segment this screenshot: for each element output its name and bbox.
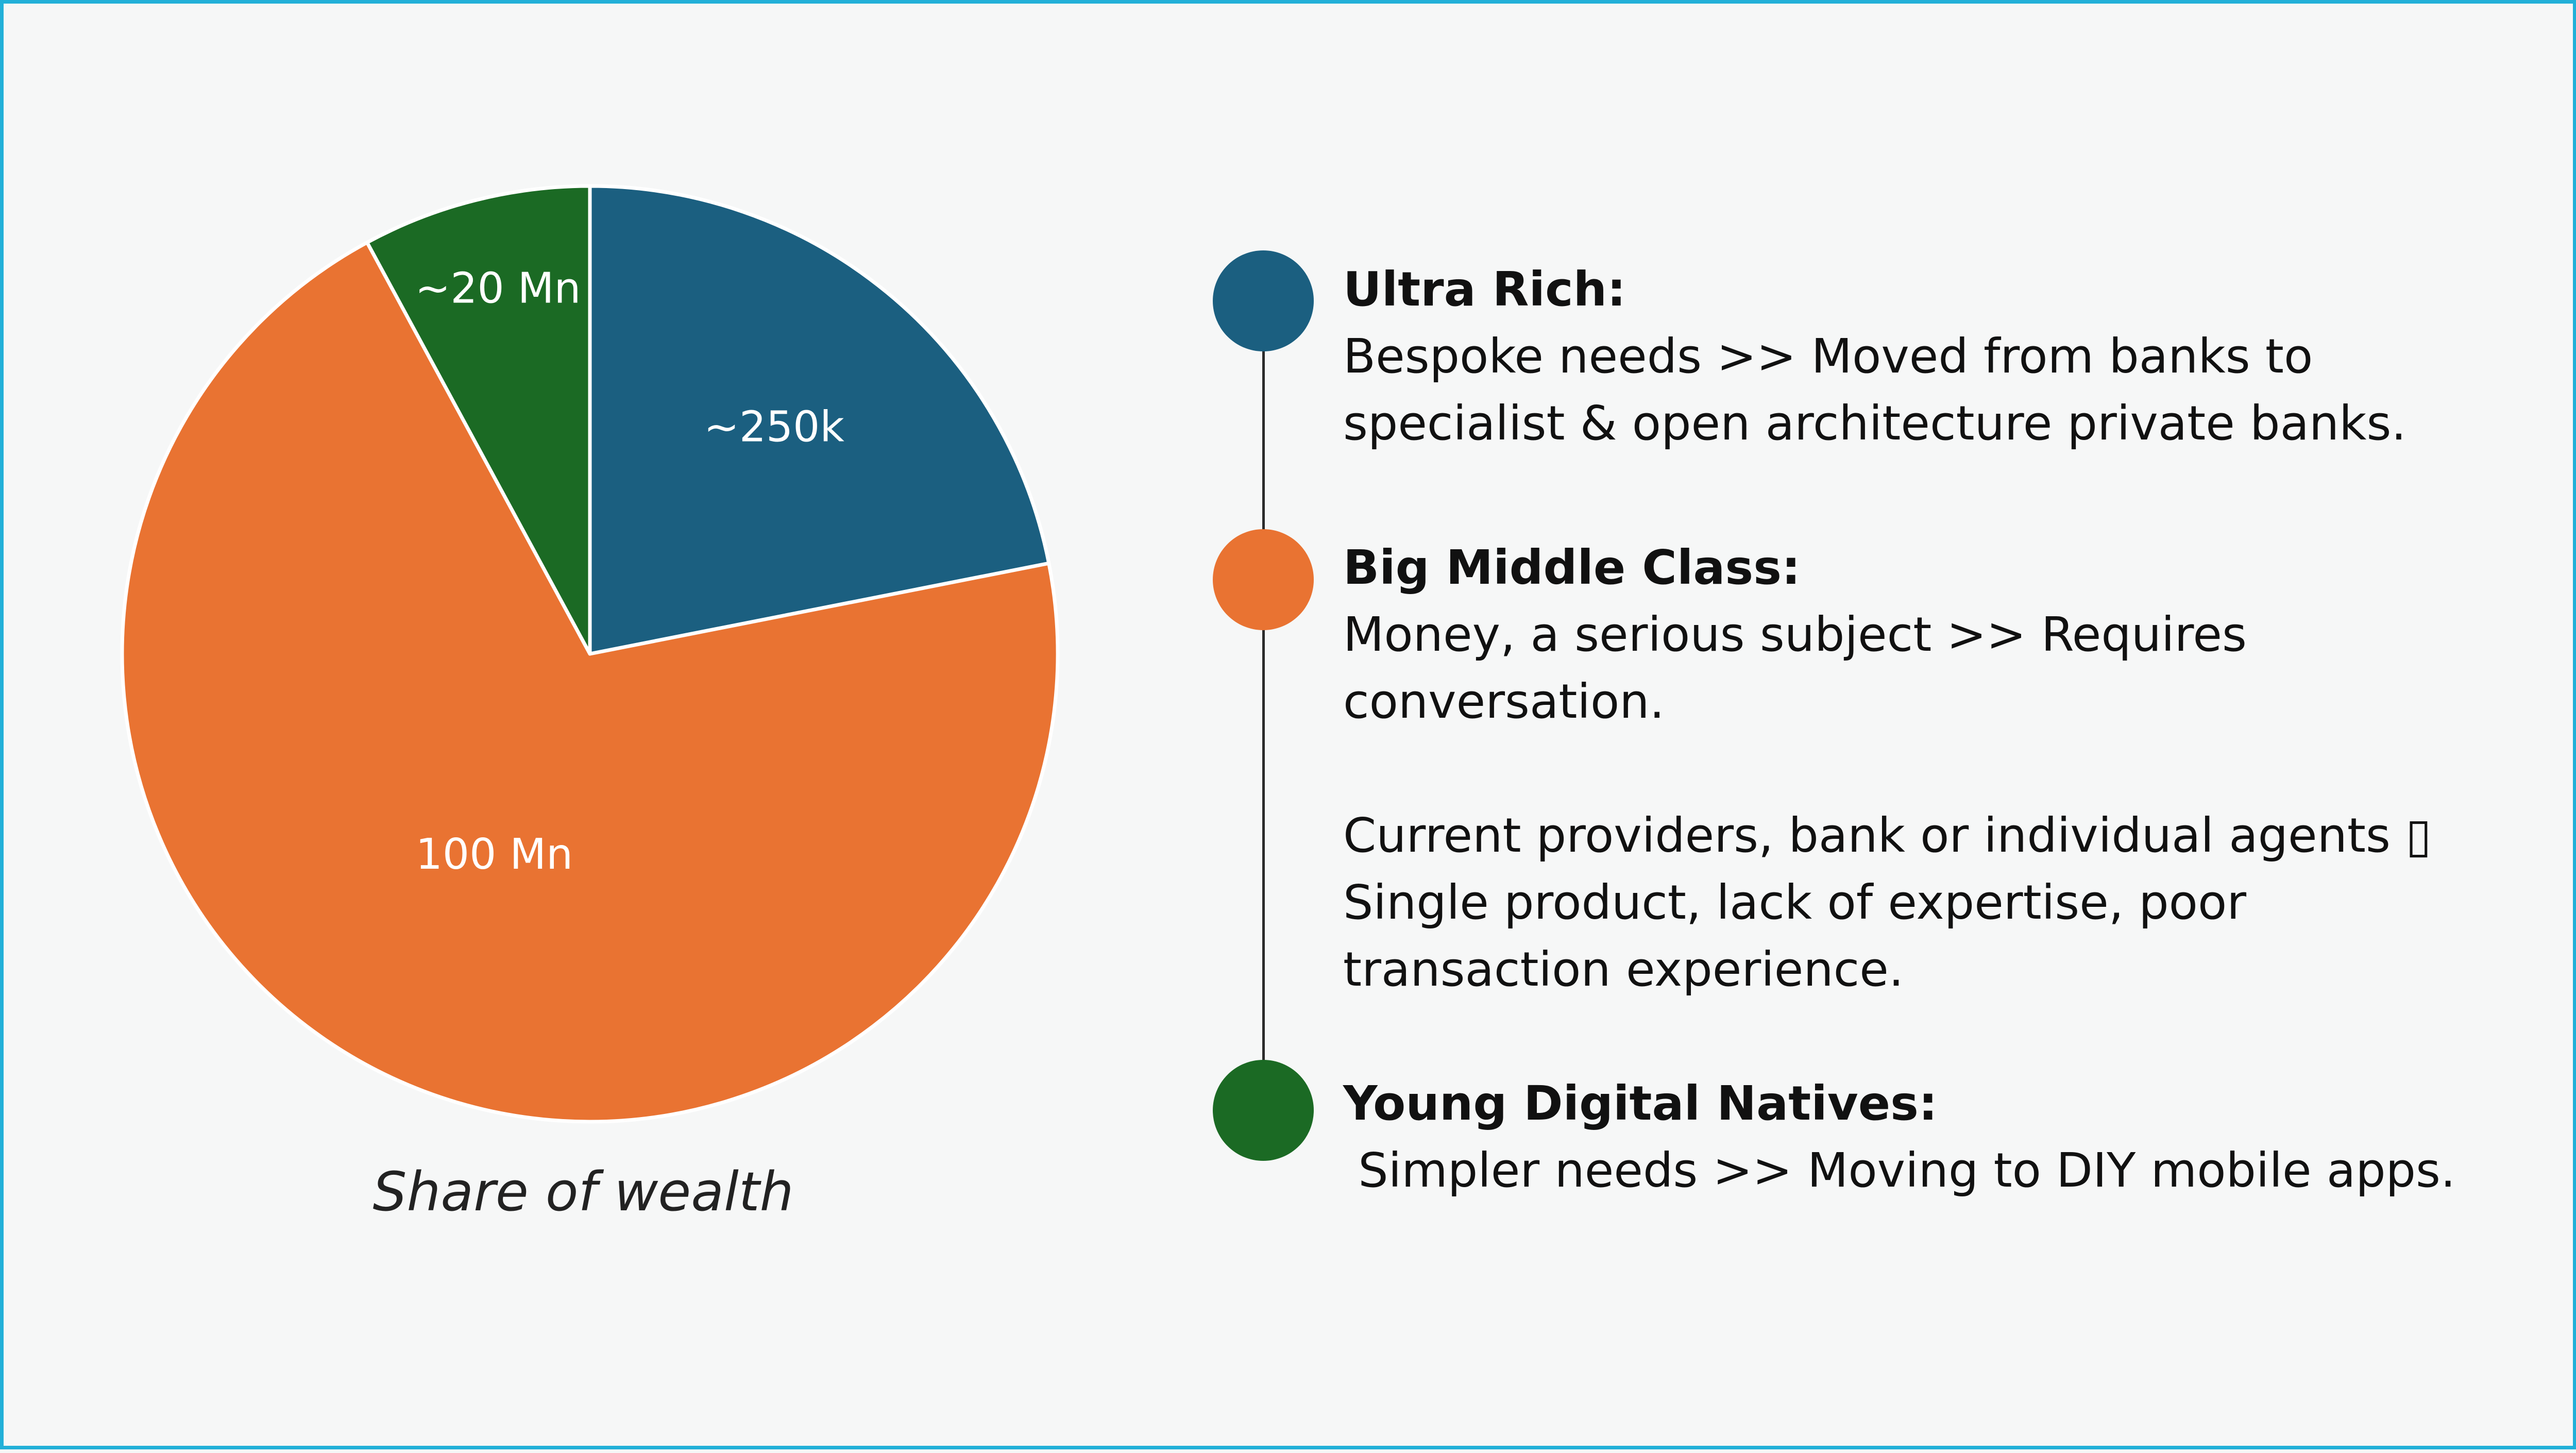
pie-labels: ~250k 100 Mn ~20 Mn — [415, 264, 845, 879]
digital-natives-segment: Young Digital Natives: Simpler needs >> … — [1343, 1070, 2455, 1204]
middle-class-dot — [1213, 529, 1314, 630]
segment-text-line: Single product, lack of expertise, poor — [1343, 875, 2247, 930]
segment-text-line: transaction experience. — [1343, 942, 1904, 997]
segment-title: Young Digital Natives: — [1343, 1076, 1938, 1131]
segment-text-line: conversation. — [1343, 674, 1665, 729]
segment-text-line — [1343, 735, 2432, 802]
segment-text-line: Current providers, bank or individual ag… — [1343, 808, 2432, 863]
ultra-rich-segment: Ultra Rich: Bespoke needs >> Moved from … — [1343, 256, 2406, 457]
ultra-rich-dot — [1213, 250, 1314, 351]
pie-slices — [120, 184, 1060, 1124]
segment-text-line: Money, a serious subject >> Requires — [1343, 607, 2247, 662]
pie-slice-label: ~250k — [704, 403, 844, 452]
segment-text-line: Simpler needs >> Moving to DIY mobile ap… — [1343, 1143, 2456, 1198]
segment-title: Big Middle Class: — [1343, 540, 1801, 595]
segment-title: Ultra Rich: — [1343, 262, 1626, 317]
middle-class-segment: Big Middle Class: Money, a serious subje… — [1343, 534, 2432, 1003]
segment-text-line: Bespoke needs >> Moved from banks to — [1343, 329, 2313, 384]
chart-caption: Share of wealth — [372, 1160, 794, 1223]
pie-slice — [365, 184, 592, 656]
pie-chart: ~250k 100 Mn ~20 Mn — [120, 184, 1060, 1124]
pie-slice — [120, 241, 1060, 1124]
pie-slice — [588, 184, 1051, 656]
pie-slice-label: 100 Mn — [416, 830, 573, 879]
timeline-line — [1262, 333, 1265, 1075]
pie-slice-label: ~20 Mn — [415, 264, 581, 313]
digital-natives-dot — [1213, 1060, 1314, 1161]
segment-text-line: specialist & open architecture private b… — [1343, 396, 2406, 451]
